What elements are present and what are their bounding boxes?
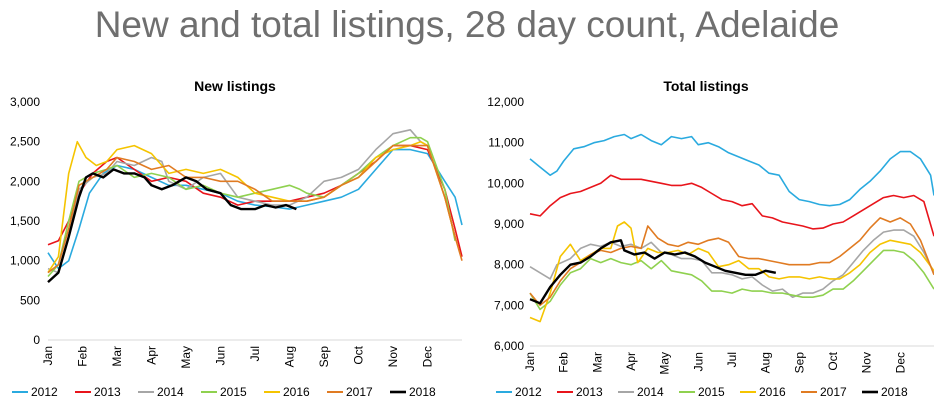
x-tick-label: Jun <box>214 346 228 365</box>
y-tick-label: 1,500 <box>10 214 40 228</box>
legend-label-2015: 2015 <box>220 385 247 399</box>
x-tick-label: Feb <box>557 352 571 373</box>
legend-label-2012: 2012 <box>515 385 542 399</box>
total-listings-chart: Total listings 6,000 7,000 8,000 9,000 10,000… <box>487 78 934 399</box>
y-tick-label: 12,000 <box>487 95 524 109</box>
x-tick-label: Jul <box>725 352 739 367</box>
chart-title: New listings <box>194 78 276 94</box>
series-line-2013 <box>529 174 934 237</box>
x-tick-label: Mar <box>110 346 124 367</box>
page-title: New and total listings, 28 day count, Ad… <box>94 4 840 45</box>
legend-label-2013: 2013 <box>576 385 603 399</box>
legend-label-2017: 2017 <box>820 385 847 399</box>
y-tick-label: 0 <box>33 333 40 347</box>
x-tick-label: Aug <box>759 352 773 373</box>
series-line-2017 <box>47 144 463 274</box>
series-line-2014 <box>47 129 456 274</box>
series-line-2016 <box>47 140 456 274</box>
chart-title: Total listings <box>663 78 749 94</box>
y-tick-label: 1,000 <box>10 254 40 268</box>
series-line-2012 <box>529 133 934 207</box>
legend-label-2017: 2017 <box>346 385 373 399</box>
y-tick-label: 10,000 <box>487 176 524 190</box>
x-tick-label: Oct <box>826 351 840 370</box>
legend-label-2012: 2012 <box>31 385 58 399</box>
series-line-2018 <box>529 239 777 305</box>
series-line-2015 <box>529 249 934 311</box>
y-tick-label: 500 <box>20 293 40 307</box>
x-tick-label: Feb <box>76 346 90 367</box>
y-tick-label: 2,000 <box>10 174 40 188</box>
y-tick-label: 11,000 <box>488 136 524 150</box>
x-tick-label: May <box>179 346 193 369</box>
y-tick-label: 6,000 <box>494 339 524 353</box>
y-tick-label: 2,500 <box>10 135 40 149</box>
new-listings-chart: New listings 0 500 1,000 1,500 2,000 2,500 3,00… <box>10 78 463 399</box>
series-line-2018 <box>47 168 297 283</box>
x-tick-label: May <box>658 352 672 375</box>
x-tick-label: Apr <box>624 352 638 371</box>
x-tick-label: Mar <box>590 352 604 373</box>
y-tick-label: 7,000 <box>494 298 524 312</box>
x-tick-label: Jan <box>523 352 537 371</box>
y-tick-label: 9,000 <box>494 217 524 231</box>
legend-label-2014: 2014 <box>637 385 664 399</box>
legend-label-2013: 2013 <box>94 385 121 399</box>
x-tick-label: Jan <box>41 346 55 365</box>
legend-label-2016: 2016 <box>759 385 786 399</box>
x-tick-label: Aug <box>283 346 297 367</box>
legend-label-2018: 2018 <box>881 385 908 399</box>
x-tick-label: Sep <box>792 352 806 374</box>
legend-label-2015: 2015 <box>698 385 725 399</box>
y-tick-label: 8,000 <box>494 258 524 272</box>
x-tick-label: Jun <box>691 352 705 371</box>
x-tick-label: Apr <box>145 346 159 365</box>
series-line-2014 <box>529 229 934 298</box>
x-tick-label: Dec <box>893 352 907 373</box>
x-tick-label: Jul <box>248 346 262 361</box>
x-tick-label: Dec <box>421 346 435 367</box>
y-tick-label: 3,000 <box>10 95 40 109</box>
x-tick-label: Nov <box>860 352 874 373</box>
legend-label-2016: 2016 <box>283 385 310 399</box>
legend-label-2014: 2014 <box>157 385 184 399</box>
legend-label-2018: 2018 <box>409 385 436 399</box>
x-tick-label: Oct <box>352 345 366 364</box>
x-tick-label: Nov <box>386 346 400 367</box>
x-tick-label: Sep <box>317 346 331 368</box>
